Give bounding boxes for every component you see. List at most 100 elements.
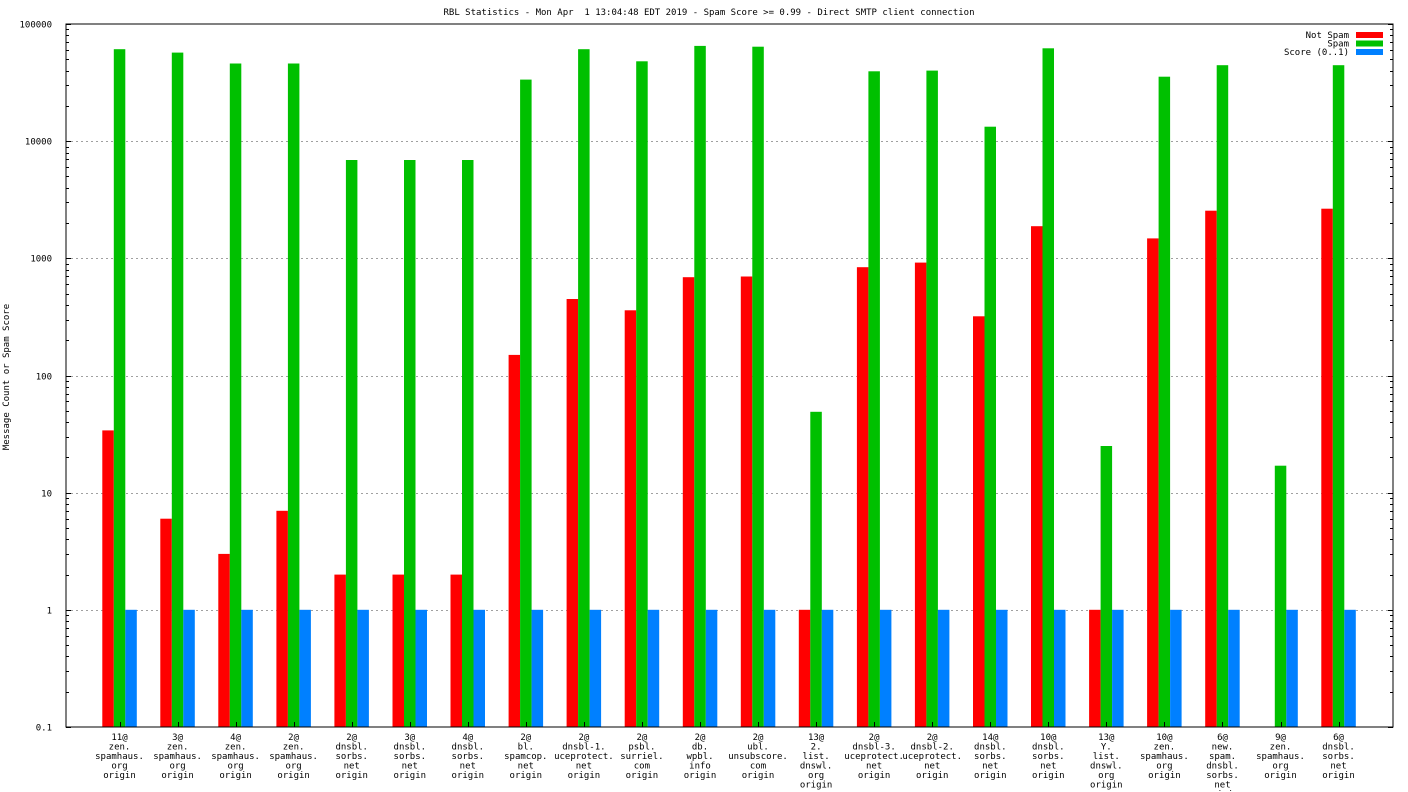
category-label-18-line-1: zen. [1154, 743, 1176, 753]
category-label-7-line-4: origin [510, 771, 543, 781]
bar-spam-10 [694, 45, 706, 727]
category-label-9-line-1: psbl. [628, 743, 655, 753]
category-label-13-line-4: origin [858, 771, 891, 781]
bar-spam-8 [578, 49, 590, 727]
bar-spam-12 [810, 411, 822, 727]
category-label-19-line-1: new. [1212, 743, 1234, 753]
category-label-6-line-3: net [460, 762, 476, 772]
bar-score-0-1--12 [821, 609, 834, 727]
y-axis-ticks: 0.1 1 10 100 1000 10000 100000 [19, 21, 1393, 734]
category-label-5-line-0: 3@ [404, 733, 415, 743]
category-label-15-line-3: net [982, 762, 998, 772]
bar-score-0-1--6 [473, 609, 485, 727]
category-label-14-line-0: 2@ [927, 733, 938, 743]
category-label-16-line-4: origin [1032, 771, 1065, 781]
category-label-21-line-4: origin [1322, 771, 1355, 781]
bar-not-spam-21 [1321, 208, 1333, 727]
ytick-label-5: 10000 [25, 138, 52, 148]
bar-not-spam-13 [856, 267, 869, 727]
category-label-12-line-0: 13@ [808, 733, 825, 743]
bar-spam-9 [636, 61, 648, 728]
category-label-8-line-3: net [576, 762, 592, 772]
category-label-6-line-0: 4@ [462, 733, 473, 743]
bar-score-0-1--15 [996, 609, 1008, 727]
category-label-13-line-0: 2@ [869, 733, 880, 743]
category-label-11-line-3: com [750, 762, 766, 772]
category-label-7-line-2: spamcop. [504, 752, 547, 762]
category-label-11-line-0: 2@ [753, 733, 764, 743]
bar-score-0-1--13 [879, 609, 892, 727]
bar-not-spam-18 [1147, 238, 1159, 727]
category-label-20-line-1: zen. [1270, 743, 1292, 753]
category-label-15-line-2: sorbs. [974, 752, 1007, 762]
category-label-5-line-4: origin [394, 771, 427, 781]
category-label-19-line-4: sorbs. [1206, 771, 1239, 781]
category-label-6-line-4: origin [452, 771, 485, 781]
category-label-2-line-4: origin [219, 771, 252, 781]
category-label-4-line-4: origin [335, 771, 368, 781]
category-label-14-line-4: origin [916, 771, 949, 781]
bar-spam-7 [520, 79, 532, 728]
category-label-5-line-3: net [402, 762, 418, 772]
category-label-10-line-4: origin [684, 771, 717, 781]
bar-score-0-1--10 [705, 609, 718, 727]
category-label-2-line-3: org [227, 762, 243, 772]
category-label-1-line-1: zen. [167, 743, 189, 753]
ytick-label-4: 1000 [30, 255, 52, 265]
category-label-13-line-3: net [866, 762, 882, 772]
bar-spam-3 [287, 63, 300, 727]
category-label-18-line-4: origin [1148, 771, 1181, 781]
bar-score-0-1--0 [125, 609, 137, 727]
bar-not-spam-5 [392, 574, 404, 727]
category-label-11-line-1: ubl. [747, 743, 769, 753]
legend-swatch-2 [1356, 49, 1383, 55]
category-label-5-line-2: sorbs. [394, 752, 427, 762]
category-label-16-line-1: dnsbl. [1032, 743, 1065, 753]
legend-label-2: Score (0..1) [1284, 48, 1349, 58]
category-label-4-line-0: 2@ [346, 733, 357, 743]
category-label-14-line-3: net [924, 762, 940, 772]
category-label-3-line-4: origin [277, 771, 310, 781]
category-label-17-line-0: 13@ [1098, 733, 1115, 743]
bar-spam-17 [1100, 446, 1113, 727]
bar-not-spam-7 [508, 354, 521, 727]
ytick-label-3: 100 [36, 373, 52, 383]
category-label-19-line-6: origin [1206, 790, 1239, 792]
bar-not-spam-4 [334, 574, 346, 727]
category-label-12-line-4: org [808, 771, 824, 781]
category-label-6-line-2: sorbs. [452, 752, 485, 762]
plot-frame [65, 23, 1394, 728]
bar-score-0-1--9 [647, 609, 660, 727]
bar-spam-19 [1216, 65, 1229, 727]
category-label-9-line-0: 2@ [636, 733, 647, 743]
category-label-17-line-1: Y. [1101, 743, 1112, 753]
category-label-18-line-3: org [1156, 762, 1172, 772]
bar-spam-2 [229, 63, 242, 727]
category-label-2-line-0: 4@ [230, 733, 241, 743]
category-label-8-line-2: uceprotect. [554, 752, 614, 762]
ytick-label-6: 100000 [19, 21, 52, 31]
category-label-1-line-0: 3@ [172, 733, 183, 743]
category-label-14-line-2: uceprotect. [902, 752, 962, 762]
category-label-17-line-3: dnswl. [1090, 762, 1123, 772]
bar-spam-15 [984, 126, 996, 727]
category-label-7-line-0: 2@ [520, 733, 531, 743]
category-label-13-line-1: dnsbl-3. [852, 743, 895, 753]
bar-not-spam-15 [973, 316, 985, 727]
category-label-19-line-5: net [1214, 781, 1230, 791]
bar-not-spam-3 [276, 510, 288, 727]
category-label-3-line-0: 2@ [288, 733, 299, 743]
chart-title: RBL Statistics - Mon Apr 1 13:04:48 EDT … [443, 8, 974, 18]
category-label-21-line-3: net [1330, 762, 1346, 772]
bar-score-0-1--20 [1286, 609, 1298, 727]
bar-score-0-1--3 [299, 609, 311, 727]
bar-score-0-1--14 [937, 609, 950, 727]
category-label-10-line-0: 2@ [695, 733, 706, 743]
bar-spam-11 [752, 46, 764, 727]
category-label-18-line-2: spamhaus. [1140, 752, 1189, 762]
bar-score-0-1--21 [1344, 609, 1356, 727]
category-label-8-line-1: dnsbl-1. [562, 743, 605, 753]
category-label-19-line-2: spam. [1209, 752, 1236, 762]
category-label-5-line-1: dnsbl. [394, 743, 427, 753]
